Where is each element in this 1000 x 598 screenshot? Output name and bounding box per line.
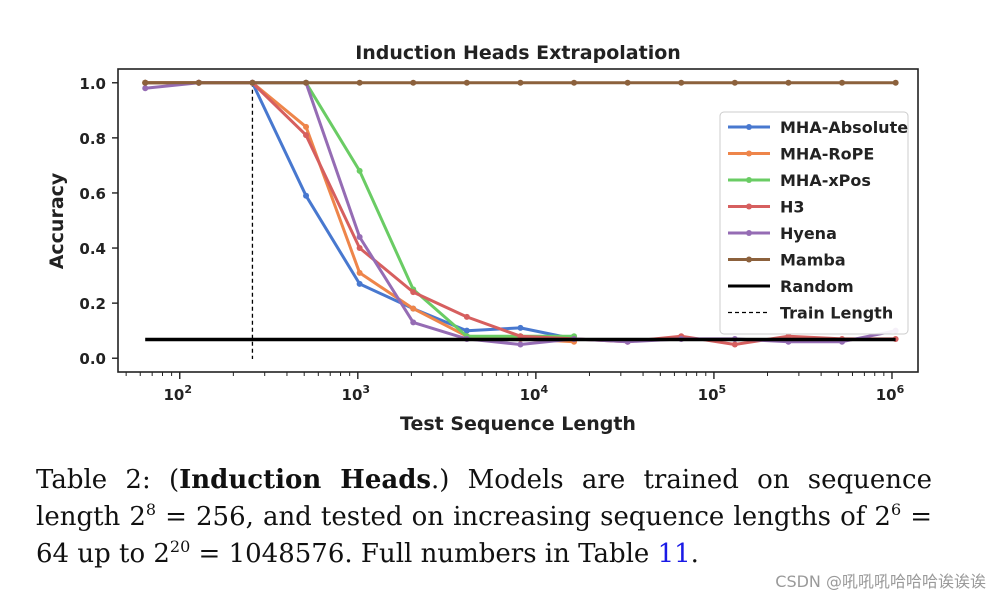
data-point-hyena [356, 234, 363, 241]
data-point-mamba [410, 79, 417, 86]
y-tick-label: 0.8 [79, 130, 106, 148]
y-axis-label: Accuracy [46, 172, 68, 269]
legend-label: Hyena [780, 224, 837, 243]
data-point-mamba [731, 79, 738, 86]
caption-bold: Induction Heads [179, 465, 432, 495]
legend-label: H3 [780, 198, 805, 217]
y-tick-label: 0.2 [79, 295, 106, 313]
x-tick-label: 105 [698, 383, 727, 404]
data-point-h3 [731, 341, 738, 348]
legend-box [719, 111, 909, 335]
legend-label: MHA-RoPE [780, 145, 874, 164]
series-line-mha-xpos [145, 81, 574, 338]
data-point-h3 [410, 289, 417, 296]
data-point-mamba [463, 79, 470, 86]
line-chart: Induction Heads Extrapolation 0.0 0.2 0.4 0… [46, 42, 919, 435]
y-tick-label: 0.6 [79, 185, 106, 203]
y-tick-label: 0.4 [79, 240, 106, 258]
series-line-mha-absolute [145, 81, 575, 341]
legend-label: MHA-Absolute [780, 118, 908, 137]
x-tick-label: 106 [876, 383, 905, 404]
caption-sup-3: 20 [169, 537, 191, 556]
caption-sup-2: 6 [890, 500, 902, 519]
watermark: CSDN @吼吼吼哈哈哈诶诶诶 [775, 572, 986, 591]
data-point-hyena [410, 319, 417, 326]
caption-prefix: Table 2: ( [36, 465, 180, 495]
data-point-mamba [142, 79, 149, 86]
legend-marker [746, 230, 752, 236]
figure-caption: Table 2: (Induction Heads.) Models are t… [36, 462, 932, 573]
data-point-h3 [356, 245, 363, 252]
data-point-mha-absolute [517, 324, 524, 331]
legend-label: Mamba [780, 251, 846, 270]
chart-title: Induction Heads Extrapolation [355, 42, 681, 64]
series-line-mha-rope [145, 81, 575, 344]
legend-marker [746, 124, 752, 130]
data-point-mamba [517, 79, 524, 86]
data-point-mha-rope [410, 305, 417, 312]
data-point-mamba [249, 79, 256, 86]
caption-text-2: = 256, and tested on increasing sequence… [156, 502, 891, 532]
y-tick-label: 1.0 [79, 75, 106, 93]
legend-label: MHA-xPos [780, 171, 871, 190]
data-point-h3 [463, 313, 470, 320]
data-point-mamba [678, 79, 685, 86]
legend-marker [746, 203, 752, 210]
data-point-h3 [303, 132, 310, 139]
plot-frame [117, 68, 919, 373]
data-point-hyena [517, 341, 524, 348]
caption-text-3: = 64 up to 2 [36, 502, 932, 569]
legend-marker [746, 177, 752, 183]
caption-sup-1: 8 [145, 500, 157, 519]
legend-marker [746, 150, 752, 157]
legend-label: Train Length [780, 304, 893, 323]
data-point-mamba [839, 79, 846, 86]
data-point-hyena [142, 85, 149, 92]
caption-end: . [690, 539, 699, 569]
legend-label: Random [780, 277, 854, 296]
x-axis-label: Test Sequence Length [400, 413, 636, 435]
data-point-mha-absolute [463, 327, 470, 334]
data-point-mha-absolute [356, 280, 363, 287]
x-tick-label: 102 [163, 383, 192, 404]
data-point-h3 [517, 333, 524, 340]
data-point-mamba [571, 79, 578, 86]
data-point-mha-xpos [356, 167, 363, 174]
data-point-mha-rope [303, 123, 310, 130]
y-tick-label: 0.0 [79, 350, 106, 368]
x-tick-label: 104 [520, 383, 549, 404]
data-point-mamba [892, 79, 899, 86]
legend-marker [746, 256, 752, 263]
data-point-mha-rope [356, 269, 363, 276]
data-point-mamba [785, 79, 792, 86]
data-point-mha-absolute [303, 192, 310, 199]
data-point-h3 [785, 333, 792, 340]
data-point-mamba [195, 79, 202, 86]
x-tick-label: 103 [342, 383, 371, 404]
data-point-mamba [303, 79, 310, 86]
caption-text-4: = 1048576. Full numbers in Table [190, 539, 658, 569]
data-point-mamba [356, 79, 363, 86]
table-link[interactable]: 11 [657, 539, 691, 569]
legend: MHA-Absolute MHA-RoPE MHA-xPos H3 Hyena Mamba… [719, 111, 909, 335]
caption-text-1: .) Models are trained on sequence length… [36, 465, 933, 532]
data-point-mamba [624, 79, 631, 86]
